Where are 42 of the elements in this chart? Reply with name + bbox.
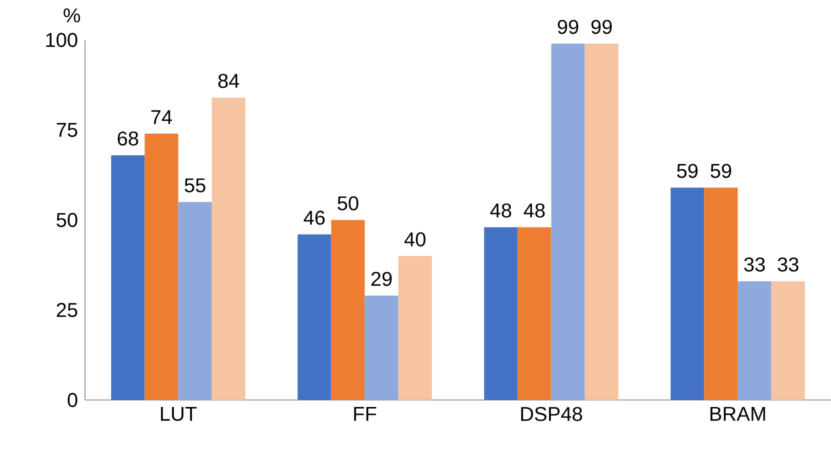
data-label: 48 bbox=[524, 203, 545, 218]
data-label: 99 bbox=[558, 20, 578, 34]
bar bbox=[670, 188, 704, 400]
y-tick-label: 75 bbox=[56, 123, 78, 137]
data-label: 59 bbox=[677, 164, 698, 178]
bar bbox=[584, 44, 618, 400]
bar bbox=[738, 281, 772, 400]
bar bbox=[331, 220, 365, 400]
data-label: 55 bbox=[184, 178, 206, 192]
x-tick-label: DSP48 bbox=[521, 406, 582, 422]
x-tick-label: FF bbox=[354, 406, 376, 421]
y-tick-label: 0 bbox=[68, 392, 78, 408]
x-tick-label: BRAM bbox=[710, 406, 766, 421]
data-label: 40 bbox=[404, 232, 426, 246]
bar bbox=[111, 155, 145, 400]
data-label: 29 bbox=[371, 272, 392, 286]
bar bbox=[398, 256, 432, 400]
y-tick-label: 25 bbox=[56, 302, 78, 318]
data-label: 74 bbox=[151, 110, 172, 124]
bar bbox=[518, 227, 552, 400]
bar bbox=[364, 296, 398, 400]
data-label: 50 bbox=[338, 196, 358, 210]
y-tick-label: 100 bbox=[46, 32, 78, 48]
y-tick-label: 50 bbox=[56, 212, 78, 228]
bar bbox=[771, 281, 805, 400]
data-label: 59 bbox=[710, 164, 732, 178]
data-label: 68 bbox=[118, 131, 138, 146]
data-label: 46 bbox=[304, 210, 325, 225]
bar bbox=[484, 227, 518, 400]
data-label: 33 bbox=[744, 257, 765, 272]
bar bbox=[551, 44, 585, 400]
bar bbox=[212, 98, 246, 400]
bar bbox=[144, 134, 178, 400]
data-label: 33 bbox=[778, 257, 798, 272]
bar bbox=[704, 188, 738, 400]
data-label: 84 bbox=[218, 74, 240, 88]
bar bbox=[178, 202, 212, 400]
data-label: 48 bbox=[490, 203, 512, 218]
data-label: 99 bbox=[591, 20, 612, 34]
bar bbox=[298, 234, 332, 400]
y-axis-title: % bbox=[64, 8, 80, 22]
x-tick-label: LUT bbox=[161, 406, 197, 421]
